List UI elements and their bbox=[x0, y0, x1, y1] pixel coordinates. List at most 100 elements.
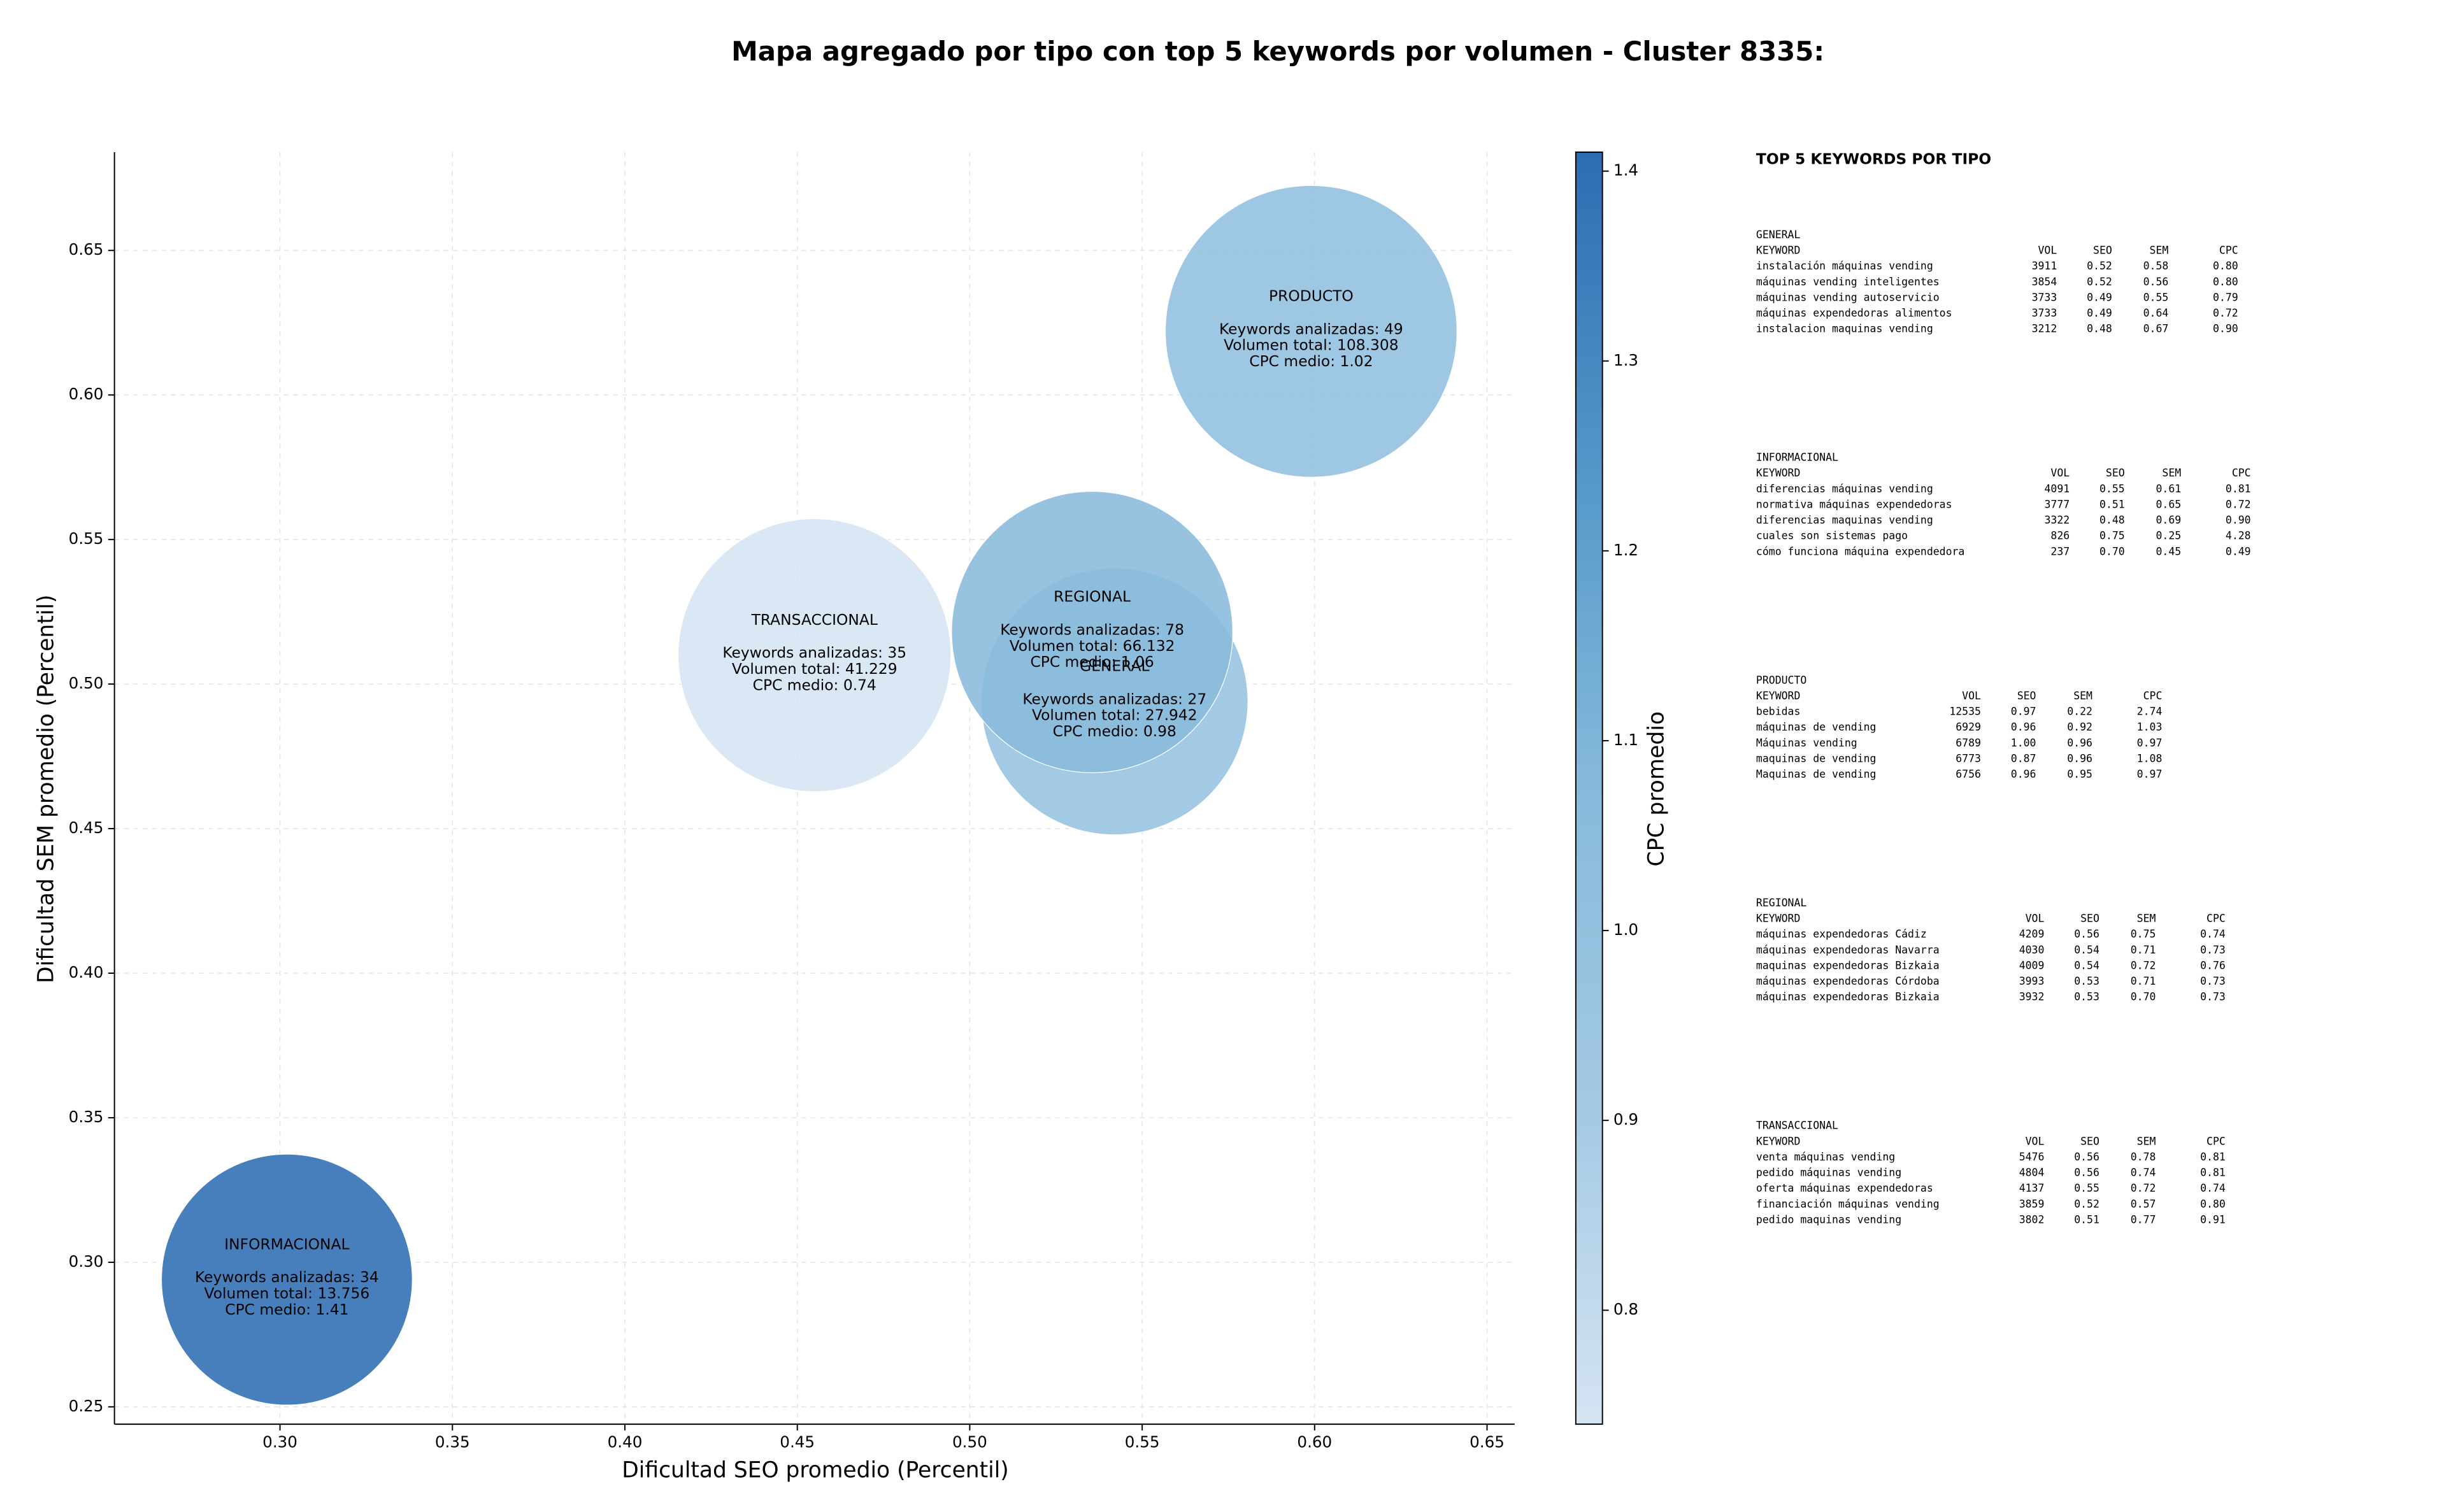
table-cell-number: 0.72 bbox=[2226, 498, 2251, 510]
table-cell-keyword: diferencias máquinas vending bbox=[1756, 483, 1933, 495]
table-cell-number: 1.03 bbox=[2137, 721, 2163, 733]
table-cell-number: 0.55 bbox=[2099, 483, 2125, 495]
table-cell-number: 0.96 bbox=[2011, 768, 2036, 780]
table-cell-number: 0.48 bbox=[2087, 323, 2112, 335]
colorbar-tick-label: 1.2 bbox=[1613, 541, 1638, 559]
table-cell-keyword: maquinas de vending bbox=[1756, 752, 1877, 764]
table-cell-number: 0.76 bbox=[2200, 959, 2226, 971]
bubble bbox=[677, 518, 952, 792]
table-cell-number: 0.61 bbox=[2156, 483, 2182, 495]
table-cell-number: 826 bbox=[2050, 530, 2070, 542]
table-cell-number: 4009 bbox=[2019, 959, 2045, 971]
column-header: SEO bbox=[2106, 467, 2125, 479]
table-cell-number: 3993 bbox=[2019, 975, 2045, 987]
table-cell-number: 0.75 bbox=[2099, 530, 2125, 542]
y-tick-label: 0.35 bbox=[69, 1108, 104, 1126]
bubble-label: Volumen total: 66.132 bbox=[1010, 637, 1175, 655]
table-cell-keyword: máquinas expendedoras Bizkaia bbox=[1756, 991, 1940, 1003]
table-cell-number: 6756 bbox=[1956, 768, 1981, 780]
chart-title: Mapa agregado por tipo con top 5 keyword… bbox=[731, 36, 1824, 67]
table-cell-number: 0.72 bbox=[2131, 1182, 2156, 1194]
table-cell-number: 0.70 bbox=[2099, 545, 2125, 557]
bubble-label: CPC medio: 1.02 bbox=[1249, 352, 1373, 370]
table-cell-number: 0.97 bbox=[2137, 737, 2163, 749]
column-header: VOL bbox=[2026, 1135, 2045, 1147]
table-cell-keyword: máquinas de vending bbox=[1756, 721, 1877, 733]
table-cell-keyword: bebidas bbox=[1756, 706, 1800, 718]
column-header: KEYWORD bbox=[1756, 467, 1800, 479]
column-header: KEYWORD bbox=[1756, 913, 1800, 925]
column-header: CPC bbox=[2232, 467, 2251, 479]
table-cell-number: 1.08 bbox=[2137, 752, 2163, 764]
x-tick-label: 0.40 bbox=[608, 1433, 643, 1451]
column-header: SEM bbox=[2137, 1135, 2156, 1147]
table-cell-number: 3733 bbox=[2032, 291, 2057, 303]
table-cell-number: 0.96 bbox=[2067, 752, 2092, 764]
x-tick-label: 0.35 bbox=[435, 1433, 470, 1451]
colorbar-tick-label: 0.9 bbox=[1613, 1110, 1638, 1129]
colorbar-tick-label: 1.0 bbox=[1613, 920, 1638, 939]
x-axis-label: Dificultad SEO promedio (Percentil) bbox=[622, 1457, 1008, 1483]
table-cell-number: 0.70 bbox=[2131, 991, 2156, 1003]
y-tick-label: 0.30 bbox=[69, 1252, 104, 1271]
table-cell-number: 0.51 bbox=[2074, 1213, 2099, 1225]
table-cell-number: 0.45 bbox=[2156, 545, 2182, 557]
column-header: CPC bbox=[2143, 690, 2163, 702]
table-cell-number: 0.95 bbox=[2067, 768, 2092, 780]
table-cell-number: 4804 bbox=[2019, 1167, 2045, 1179]
column-header: VOL bbox=[2050, 467, 2070, 479]
colorbar-label: CPC promedio bbox=[1643, 711, 1669, 867]
table-cell-number: 0.56 bbox=[2143, 276, 2169, 288]
column-header: CPC bbox=[2219, 245, 2238, 257]
x-tick-label: 0.45 bbox=[780, 1433, 815, 1451]
panel-title: TOP 5 KEYWORDS POR TIPO bbox=[1756, 150, 1991, 168]
table-cell-number: 3911 bbox=[2032, 260, 2057, 272]
table-cell-number: 0.74 bbox=[2131, 1167, 2156, 1179]
table-cell-number: 0.55 bbox=[2143, 291, 2169, 303]
bubble bbox=[161, 1153, 413, 1406]
bubble-label: Volumen total: 13.756 bbox=[204, 1285, 370, 1302]
table-cell-number: 0.56 bbox=[2074, 1167, 2099, 1179]
table-cell-keyword: financiación máquinas vending bbox=[1756, 1198, 1940, 1210]
table-cell-keyword: máquinas expendedoras Navarra bbox=[1756, 944, 1940, 956]
table-cell-number: 3802 bbox=[2019, 1213, 2045, 1225]
table-cell-number: 3854 bbox=[2032, 276, 2057, 288]
group-name: INFORMACIONAL bbox=[1756, 452, 1838, 464]
column-header: KEYWORD bbox=[1756, 1135, 1800, 1147]
table-cell-number: 0.90 bbox=[2213, 323, 2238, 335]
bubble-label: Keywords analizadas: 78 bbox=[1000, 620, 1184, 638]
table-cell-number: 0.64 bbox=[2143, 307, 2169, 319]
group-name: GENERAL bbox=[1756, 229, 1801, 241]
column-header: SEO bbox=[2093, 245, 2112, 257]
table-cell-number: 0.48 bbox=[2099, 514, 2125, 526]
table-cell-number: 0.25 bbox=[2156, 530, 2182, 542]
table-cell-number: 0.79 bbox=[2213, 291, 2238, 303]
table-cell-number: 4.28 bbox=[2226, 530, 2251, 542]
table-cell-number: 0.90 bbox=[2226, 514, 2251, 526]
table-cell-keyword: instalación máquinas vending bbox=[1756, 260, 1933, 272]
table-cell-number: 0.92 bbox=[2067, 721, 2092, 733]
table-cell-number: 0.69 bbox=[2156, 514, 2182, 526]
bubble-label: CPC medio: 1.06 bbox=[1030, 653, 1154, 671]
table-cell-number: 0.91 bbox=[2200, 1213, 2226, 1225]
table-cell-number: 0.87 bbox=[2011, 752, 2036, 764]
column-header: SEO bbox=[2080, 1135, 2099, 1147]
table-cell-number: 3212 bbox=[2032, 323, 2057, 335]
x-tick-label: 0.60 bbox=[1297, 1433, 1332, 1451]
table-cell-number: 3859 bbox=[2019, 1198, 2045, 1210]
table-cell-number: 0.56 bbox=[2074, 1151, 2099, 1163]
y-tick-label: 0.45 bbox=[69, 818, 104, 837]
column-header: SEM bbox=[2162, 467, 2181, 479]
colorbar-tick-label: 1.4 bbox=[1613, 161, 1638, 180]
bubble-label: Volumen total: 27.942 bbox=[1032, 706, 1198, 724]
table-cell-keyword: maquinas expendedoras Bizkaia bbox=[1756, 959, 1940, 971]
table-cell-number: 12535 bbox=[1949, 706, 1981, 718]
table-cell-keyword: normativa máquinas expendedoras bbox=[1756, 498, 1952, 510]
bubble-name: REGIONAL bbox=[1054, 588, 1131, 606]
table-cell-keyword: cómo funciona máquina expendedora bbox=[1756, 545, 1964, 557]
table-cell-keyword: máquinas expendedoras Córdoba bbox=[1756, 975, 1940, 987]
table-cell-number: 0.52 bbox=[2074, 1198, 2099, 1210]
bubble-label: Volumen total: 108.308 bbox=[1224, 336, 1399, 354]
